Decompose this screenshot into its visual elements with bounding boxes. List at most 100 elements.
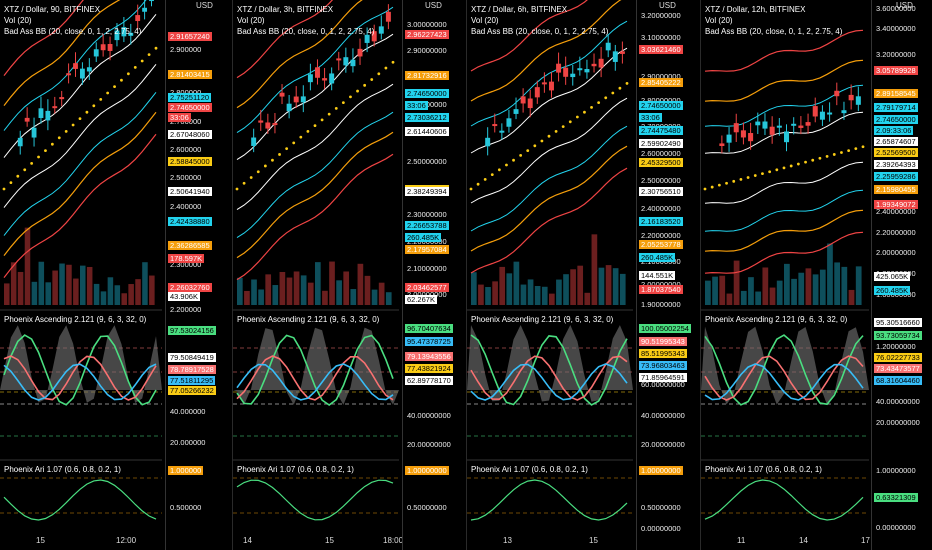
volume-bar — [492, 281, 498, 305]
oscillator-label[interactable]: Phoenix Ascending 2.121 (9, 6, 3, 32, 0) — [471, 315, 614, 324]
ari-tick-label: 0.00000000 — [641, 524, 681, 533]
candle-body — [584, 69, 590, 73]
candle-body — [17, 137, 23, 147]
plot-area[interactable] — [0, 0, 162, 550]
price-axis[interactable]: USD 3.000000002.900000002.800000002.7000… — [402, 0, 466, 550]
volume-bar — [784, 263, 790, 305]
bollinger-upper-line — [236, 0, 363, 109]
symbol-title[interactable]: XTZ / Dollar, 12h, BITFINEX — [705, 5, 806, 14]
price-level-tag: 2.15980455 — [874, 185, 918, 194]
oscillator-label[interactable]: Phoenix Ascending 2.121 (9, 6, 3, 32, 0) — [705, 315, 848, 324]
volume-bar — [121, 293, 127, 305]
chart-panel-12h[interactable]: XTZ / Dollar, 12h, BITFINEX Vol (20) Bad… — [701, 0, 932, 550]
bollinger-indicator-label[interactable]: Bad Ass BB (20, close, 0, 1, 2, 2.75, 4) — [471, 27, 609, 36]
price-level-tag: 2.65874607 — [874, 137, 918, 146]
candle-body — [286, 103, 292, 112]
trend-dot — [133, 66, 137, 69]
symbol-title[interactable]: XTZ / Dollar, 90, BITFINEX — [4, 5, 101, 14]
price-tick-label: 2.80000000 — [641, 96, 681, 105]
candle-body — [848, 94, 854, 101]
volume-bar — [619, 273, 626, 305]
volume-bar — [315, 262, 321, 305]
oscillator-value-tag: 95.30516660 — [874, 318, 922, 327]
symbol-title[interactable]: XTZ / Dollar, 3h, BITFINEX — [237, 5, 334, 14]
volume-bar — [329, 261, 335, 305]
trend-dot — [732, 179, 736, 183]
trend-dot — [703, 187, 707, 191]
bollinger-indicator-label[interactable]: Bad Ass BB (20, close, 0, 1, 2, 2.75, 4) — [705, 27, 843, 36]
oscillator-tick-label: 40.00000000 — [641, 411, 685, 420]
trend-dot — [526, 149, 530, 153]
price-level-tag: 260.485K — [874, 286, 911, 295]
oscillator-tick-label: 40.000000 — [170, 407, 206, 416]
candle-body — [86, 67, 92, 72]
oscillator-tick-label: 40.00000000 — [407, 411, 451, 420]
volume-bar — [322, 290, 328, 305]
trend-dot — [313, 124, 317, 128]
bollinger-upper-line — [3, 0, 121, 106]
ari-indicator-label[interactable]: Phoenix Ari 1.07 (0.6, 0.8, 0.2, 1) — [4, 465, 121, 474]
volume-indicator-label[interactable]: Vol (20) — [471, 16, 499, 25]
price-axis[interactable]: USD 2.9000002.8000002.7000002.6000002.50… — [165, 0, 232, 550]
price-chart-svg[interactable] — [701, 0, 869, 550]
trend-dot — [497, 168, 501, 172]
price-level-tag: 1.87037540 — [639, 285, 683, 294]
trend-dot — [561, 125, 565, 128]
trend-dot — [618, 86, 622, 90]
plot-area[interactable] — [467, 0, 633, 550]
bollinger-indicator-label[interactable]: Bad Ass BB (20, close, 0, 1, 2, 2.75, 4) — [237, 27, 375, 36]
ari-indicator-label[interactable]: Phoenix Ari 1.07 (0.6, 0.8, 0.2, 1) — [237, 465, 354, 474]
time-label: 14 — [243, 536, 252, 545]
price-axis[interactable]: USD 3.20000000 3.10000000 2.90000000 2.8000… — [636, 0, 700, 550]
price-level-tag: 2.81403415 — [168, 70, 212, 79]
oscillator-tick-label: 20.00000000 — [641, 440, 685, 449]
candle-body — [258, 120, 264, 123]
ari-indicator-label[interactable]: Phoenix Ari 1.07 (0.6, 0.8, 0.2, 1) — [471, 465, 588, 474]
candle-body — [315, 67, 320, 78]
symbol-title[interactable]: XTZ / Dollar, 6h, BITFINEX — [471, 5, 568, 14]
trend-dot — [71, 123, 75, 127]
bollinger-indicator-label[interactable]: Bad Ass BB (20, close, 0, 1, 2, 2.75, 4) — [4, 27, 142, 36]
price-chart-svg[interactable] — [233, 0, 399, 550]
bollinger-lower-inner-line — [470, 97, 628, 204]
oscillator-area — [0, 325, 162, 403]
price-level-tag: 2.58845000 — [168, 157, 212, 166]
volume-indicator-label[interactable]: Vol (20) — [237, 16, 265, 25]
candle-body — [265, 122, 271, 129]
price-chart-svg[interactable] — [0, 0, 162, 550]
plot-area[interactable] — [233, 0, 399, 550]
chart-panel-6h[interactable]: XTZ / Dollar, 6h, BITFINEX Vol (20) Bad … — [467, 0, 701, 550]
trend-dot — [23, 168, 27, 172]
candle-body — [784, 131, 790, 143]
volume-indicator-label[interactable]: Vol (20) — [705, 16, 733, 25]
price-tick-label: 2.90000000 — [641, 72, 681, 81]
price-tick-label: 2.30000000 — [407, 210, 447, 219]
oscillator-tick-label: 20.000000 — [170, 438, 206, 447]
volume-bar — [244, 290, 250, 305]
volume-bar — [59, 263, 65, 305]
price-axis[interactable]: USD 3.60000000 3.40000000 3.20000000 2.4000… — [871, 0, 932, 550]
plot-area[interactable] — [701, 0, 869, 550]
volume-bar — [4, 283, 10, 305]
oscillator-value-tag: 77.05266232 — [168, 386, 216, 395]
chart-panel-90[interactable]: XTZ / Dollar, 90, BITFINEX Vol (20) Bad … — [0, 0, 233, 550]
price-tick-label: 2.60000000 — [641, 149, 681, 158]
volume-indicator-label[interactable]: Vol (20) — [4, 16, 32, 25]
price-tick-label: 2.00000000 — [876, 248, 916, 257]
price-tick-label: 3.60000000 — [876, 4, 916, 13]
price-level-tag: 2.74650000 — [168, 103, 212, 112]
trend-dot — [140, 59, 144, 63]
trend-dot — [370, 78, 374, 81]
ari-indicator-label[interactable]: Phoenix Ari 1.07 (0.6, 0.8, 0.2, 1) — [705, 465, 822, 474]
oscillator-value-tag: 68.31604460 — [874, 376, 922, 385]
oscillator-label[interactable]: Phoenix Ascending 2.121 (9, 6, 3, 32, 0) — [4, 315, 147, 324]
oscillator-label[interactable]: Phoenix Ascending 2.121 (9, 6, 3, 32, 0) — [237, 315, 380, 324]
chart-panel-3h[interactable]: XTZ / Dollar, 3h, BITFINEX Vol (20) Bad … — [233, 0, 467, 550]
price-tick-label: 2.600000 — [170, 145, 202, 154]
price-chart-svg[interactable] — [467, 0, 633, 550]
bollinger-lowest-line — [236, 153, 394, 281]
candle-body — [520, 96, 526, 104]
price-level-tag: 2.17957084 — [405, 245, 449, 254]
volume-bar — [300, 275, 307, 305]
price-tick-label: 3.20000000 — [641, 11, 681, 20]
